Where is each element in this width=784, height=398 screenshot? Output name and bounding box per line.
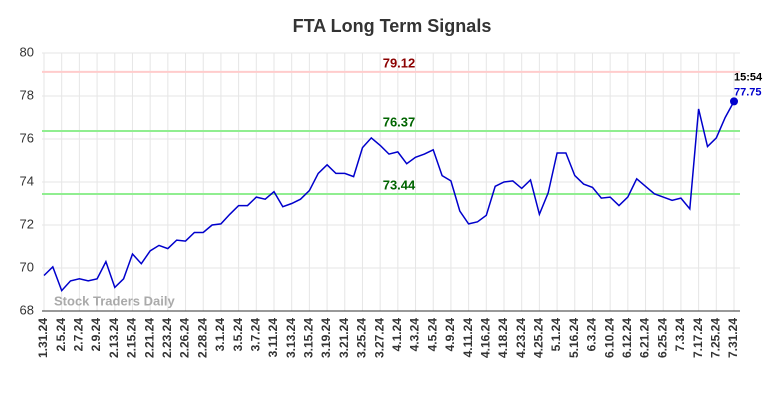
x-tick-label: 6.10.24 bbox=[602, 318, 616, 358]
y-tick-label: 70 bbox=[20, 259, 34, 274]
x-tick-label: 3.19.24 bbox=[319, 318, 333, 358]
x-tick-label: 4.25.24 bbox=[532, 318, 546, 358]
x-tick-label: 2.5.24 bbox=[54, 318, 68, 352]
x-tick-label: 4.3.24 bbox=[408, 318, 422, 352]
signal-label: 76.37 bbox=[383, 114, 416, 129]
y-tick-label: 68 bbox=[20, 302, 34, 317]
x-tick-label: 3.7.24 bbox=[248, 318, 262, 352]
x-tick-label: 3.25.24 bbox=[355, 318, 369, 358]
x-tick-label: 3.1.24 bbox=[213, 318, 227, 352]
x-tick-label: 2.23.24 bbox=[160, 318, 174, 358]
x-tick-label: 2.13.24 bbox=[107, 318, 121, 358]
x-tick-label: 4.16.24 bbox=[478, 318, 492, 358]
watermark: Stock Traders Daily bbox=[54, 293, 175, 308]
signal-label: 79.12 bbox=[383, 55, 416, 70]
x-tick-label: 2.26.24 bbox=[178, 318, 192, 358]
x-tick-label: 4.5.24 bbox=[425, 318, 439, 352]
y-tick-label: 76 bbox=[20, 130, 34, 145]
x-tick-label: 3.13.24 bbox=[284, 318, 298, 358]
x-tick-label: 2.15.24 bbox=[125, 318, 139, 358]
x-tick-label: 3.15.24 bbox=[302, 318, 316, 358]
x-tick-label: 7.17.24 bbox=[691, 318, 705, 358]
y-tick-label: 80 bbox=[20, 44, 34, 59]
x-tick-label: 4.23.24 bbox=[514, 318, 528, 358]
x-tick-label: 5.1.24 bbox=[549, 318, 563, 352]
x-tick-label: 4.1.24 bbox=[390, 318, 404, 352]
price-line bbox=[43, 101, 735, 293]
x-tick-label: 3.27.24 bbox=[372, 318, 386, 358]
x-tick-label: 6.21.24 bbox=[638, 318, 652, 358]
y-tick-label: 74 bbox=[20, 173, 34, 188]
x-tick-label: 1.31.24 bbox=[36, 318, 50, 358]
last-value: 77.75 bbox=[734, 86, 762, 98]
x-tick-label: 4.9.24 bbox=[443, 318, 457, 352]
chart-title: FTA Long Term Signals bbox=[293, 16, 492, 36]
x-tick-label: 3.21.24 bbox=[337, 318, 351, 358]
x-tick-label: 7.25.24 bbox=[708, 318, 722, 358]
x-tick-label: 7.3.24 bbox=[673, 318, 687, 352]
x-tick-label: 2.21.24 bbox=[142, 318, 156, 358]
y-tick-label: 78 bbox=[20, 87, 34, 102]
x-tick-label: 3.11.24 bbox=[266, 318, 280, 358]
x-tick-label: 4.18.24 bbox=[496, 318, 510, 358]
signal-label: 73.44 bbox=[383, 177, 416, 192]
x-tick-label: 2.7.24 bbox=[72, 318, 86, 352]
y-tick-label: 72 bbox=[20, 216, 34, 231]
x-tick-label: 6.12.24 bbox=[620, 318, 634, 358]
x-tick-label: 7.31.24 bbox=[726, 318, 740, 358]
x-tick-label: 6.25.24 bbox=[655, 318, 669, 358]
x-tick-label: 4.11.24 bbox=[461, 318, 475, 358]
last-point bbox=[730, 97, 738, 106]
x-tick-label: 2.9.24 bbox=[89, 318, 103, 352]
last-time: 15:54 bbox=[734, 71, 763, 83]
x-tick-label: 2.28.24 bbox=[195, 318, 209, 358]
x-tick-label: 6.3.24 bbox=[585, 318, 599, 352]
x-tick-label: 5.16.24 bbox=[567, 318, 581, 358]
x-tick-label: 3.5.24 bbox=[231, 318, 245, 352]
